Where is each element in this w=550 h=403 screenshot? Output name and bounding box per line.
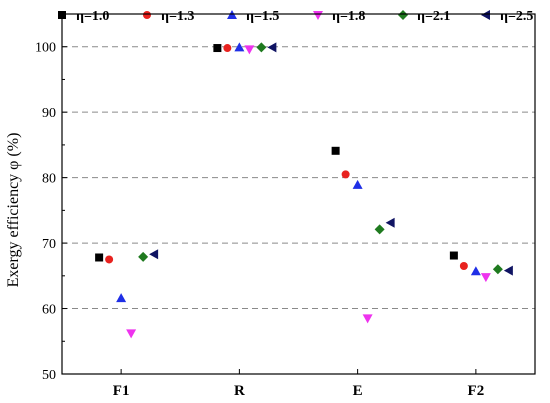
data-point: [138, 251, 149, 262]
legend-label: η=1.8: [332, 9, 365, 24]
data-point: [223, 44, 232, 53]
y-tick-label: 70: [42, 237, 56, 252]
data-point: [105, 255, 114, 264]
y-tick-label: 60: [42, 303, 56, 318]
grid-lines: [62, 46, 535, 310]
data-point: [385, 217, 395, 228]
y-tick-label: 90: [42, 106, 56, 121]
y-tick-label: 50: [42, 368, 56, 383]
x-tick-label: F1: [113, 383, 130, 399]
legend-label: η=1.5: [246, 9, 279, 24]
y-tick-label: 100: [35, 41, 56, 56]
data-point: [234, 42, 245, 52]
axes: 50 60 70 80 90 100 F1 R E F2: [35, 13, 536, 399]
data-point: [374, 224, 385, 235]
data-point: [213, 44, 222, 53]
data-point: [480, 273, 491, 283]
y-axis-title: Exergy efficiency φ (%): [5, 133, 22, 288]
legend-label: η=2.1: [417, 9, 450, 24]
data-point: [331, 146, 340, 155]
data-point: [503, 265, 513, 276]
legend: η=1.0 η=1.3 η=1.5 η=1.8 η=2.1 η=2.5: [58, 9, 533, 24]
data-point: [459, 262, 468, 270]
legend-marker: [398, 10, 408, 20]
data-point: [244, 45, 255, 55]
data-points: [95, 42, 513, 339]
legend-marker: [481, 10, 490, 20]
data-point: [352, 179, 363, 189]
data-point: [149, 249, 159, 260]
data-point: [116, 293, 127, 303]
data-point: [492, 264, 503, 275]
data-point: [449, 251, 458, 260]
legend-marker: [143, 11, 151, 19]
data-point: [470, 266, 481, 276]
x-tick-label: F2: [468, 383, 485, 399]
data-point: [267, 42, 277, 53]
legend-label: η=1.0: [76, 9, 109, 24]
legend-label: η=1.3: [161, 9, 194, 24]
data-point: [362, 314, 373, 324]
x-tick-label: R: [234, 383, 245, 399]
data-point: [256, 42, 267, 53]
x-tick-label: E: [353, 383, 363, 399]
legend-label: η=2.5: [500, 9, 533, 24]
data-point: [126, 329, 137, 339]
legend-marker: [313, 11, 323, 20]
y-tick-label: 80: [42, 172, 56, 187]
data-point: [341, 170, 350, 179]
data-point: [95, 253, 104, 262]
plot-frame: [61, 13, 536, 375]
